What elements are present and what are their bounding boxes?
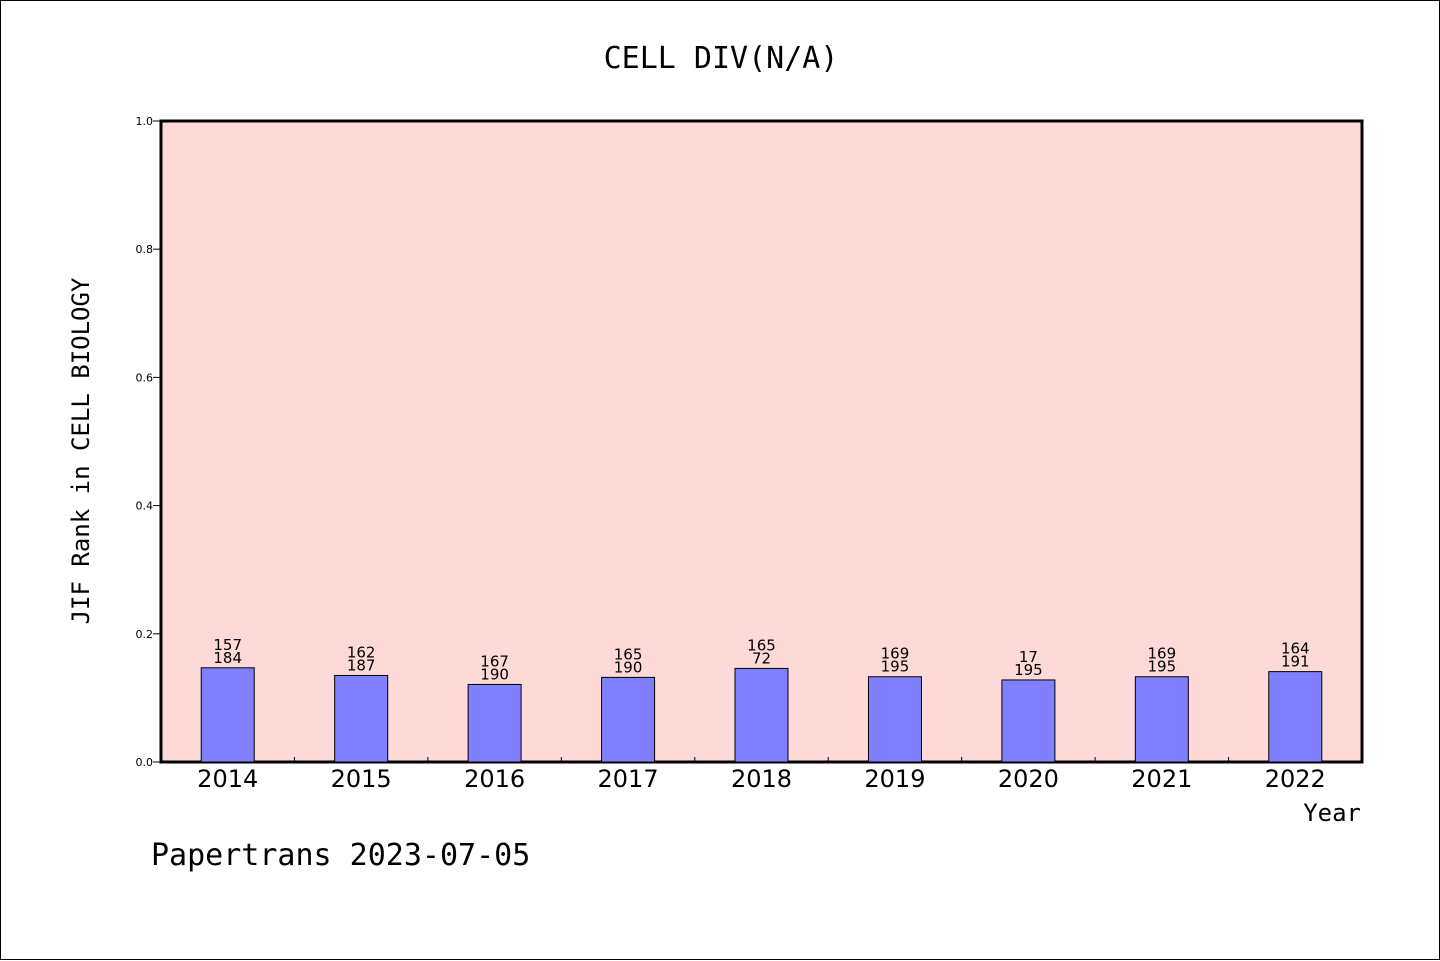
y-tick-label: 0.6 [136, 371, 154, 384]
y-tick-label: 0.8 [136, 243, 154, 256]
data-label-total: 190 [480, 665, 509, 683]
bar [334, 674, 389, 763]
bar [1001, 679, 1056, 763]
data-label-total: 190 [614, 658, 643, 676]
x-tick-label: 2017 [598, 765, 659, 793]
x-tick-label: 2020 [998, 765, 1059, 793]
y-tick-label: 0.0 [136, 756, 154, 769]
x-axis-ticks: 2014 2015 2016 2017 2018 2019 2020 2021 2022 [197, 757, 1326, 793]
data-label-rank: 169 [881, 645, 910, 663]
bars [200, 667, 1323, 763]
x-tick-label: 2015 [331, 765, 392, 793]
data-label-total: 187 [347, 656, 376, 674]
data-label-rank: 164 [1281, 640, 1310, 658]
bar [1134, 676, 1189, 763]
bar [734, 667, 789, 763]
y-tick-label: 0.4 [136, 500, 154, 513]
x-tick-label: 2014 [197, 765, 258, 793]
y-tick-label: 0.2 [136, 628, 154, 641]
x-axis-label: Year [1303, 799, 1361, 827]
y-axis-label: JIF Rank in CELL BIOLOGY [67, 277, 95, 624]
x-tick-label: 2019 [864, 765, 925, 793]
bar [467, 683, 522, 763]
chart-title: CELL DIV(N/A) [604, 41, 839, 76]
data-label-total: 195 [881, 658, 910, 676]
plot-area [159, 119, 1364, 764]
data-label-rank: 17 [1019, 648, 1038, 666]
data-label-total: 195 [1148, 658, 1177, 676]
bar [601, 676, 656, 763]
x-tick-label: 2021 [1131, 765, 1192, 793]
bar [200, 667, 255, 763]
data-label-rank: 157 [213, 636, 242, 654]
data-label-total: 195 [1014, 661, 1043, 679]
x-tick-label: 2016 [464, 765, 525, 793]
bar [867, 676, 922, 763]
y-tick-label: 1.0 [136, 115, 154, 128]
x-tick-label: 2018 [731, 765, 792, 793]
data-label-rank: 165 [614, 645, 643, 663]
footer-text: Papertrans 2023-07-05 [151, 838, 530, 873]
bar [1268, 671, 1323, 763]
data-label-total: 191 [1281, 653, 1310, 671]
y-axis-ticks: 0.0 0.2 0.4 0.6 0.8 1.0 [136, 115, 161, 769]
data-label-rank: 169 [1148, 645, 1177, 663]
data-label-total: 72 [752, 649, 771, 667]
x-tick-label: 2022 [1265, 765, 1326, 793]
data-label-total: 184 [213, 649, 242, 667]
data-label-rank: 165 [747, 636, 776, 654]
data-label-rank: 167 [480, 652, 509, 670]
data-label-rank: 162 [347, 643, 376, 661]
